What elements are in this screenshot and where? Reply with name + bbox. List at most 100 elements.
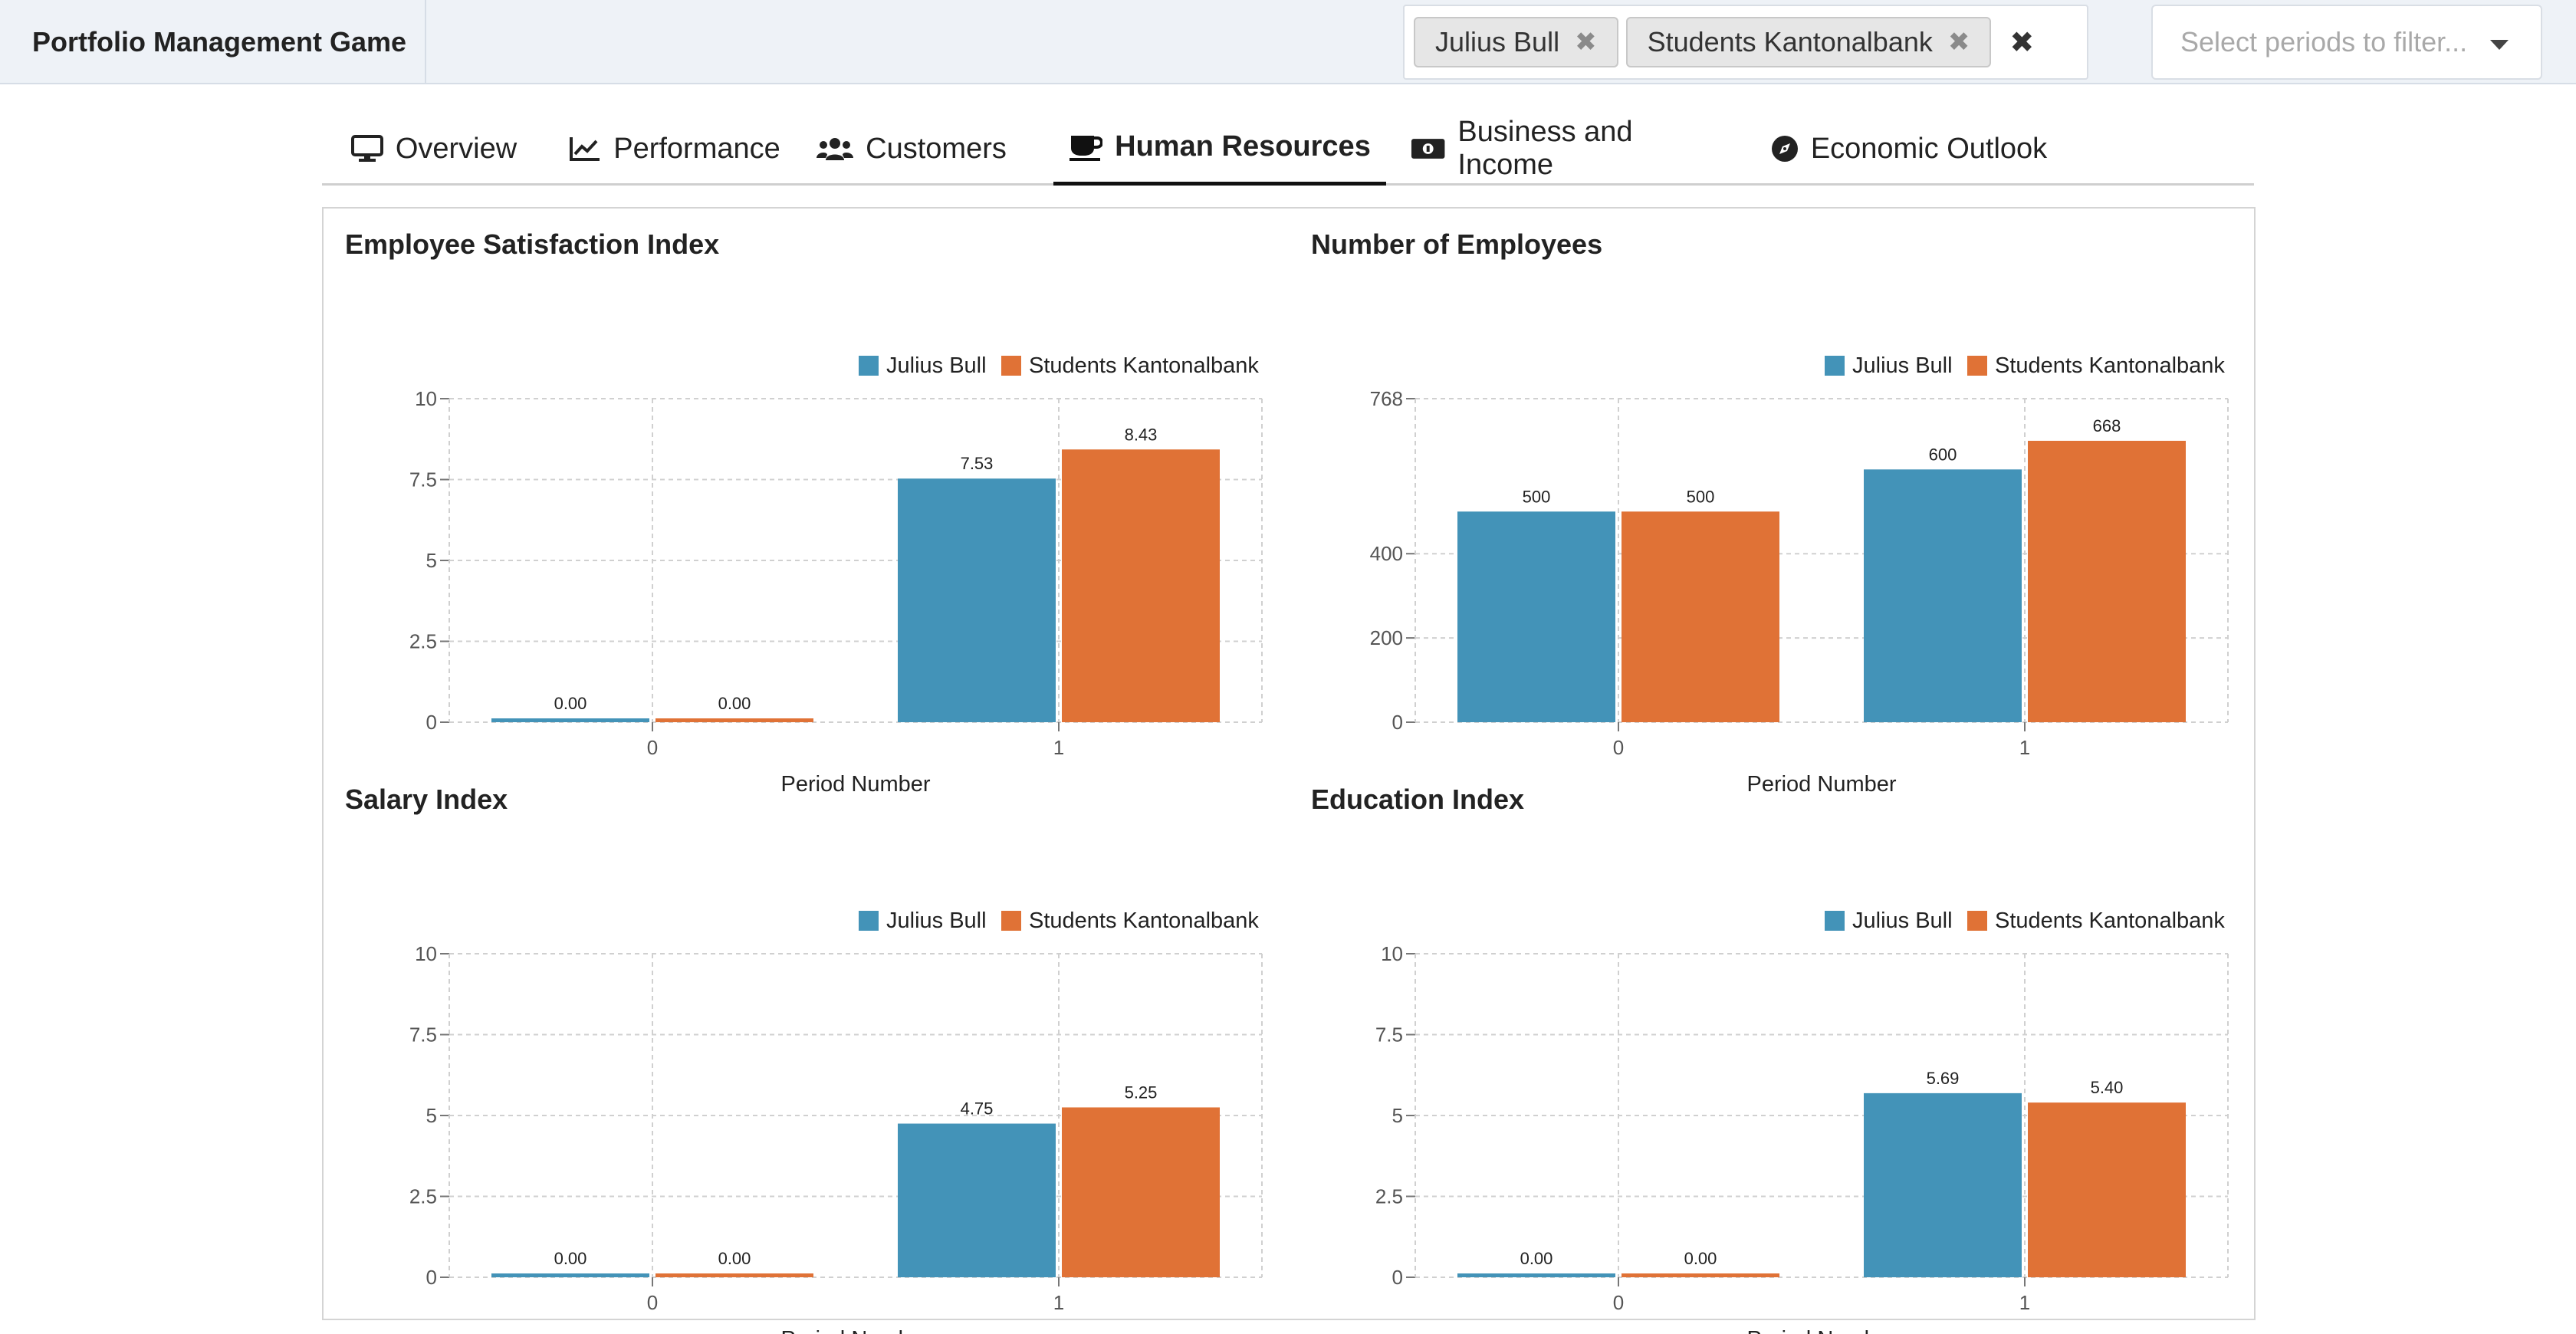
times-icon[interactable]: ✖ bbox=[1947, 28, 1970, 57]
bar bbox=[2028, 1102, 2186, 1277]
bar bbox=[491, 1273, 649, 1277]
app-title: Portfolio Management Game bbox=[0, 0, 426, 84]
team-tag-label: Students Kantonalbank bbox=[1647, 26, 1933, 58]
x-tick-label: 0 bbox=[1613, 736, 1624, 759]
number-of-employees-chart: 0 200 400 768 0 500 500 1 600 668 Period Number Jul… bbox=[1370, 353, 2229, 797]
x-tick-label: 1 bbox=[1053, 736, 1064, 759]
top-bar: Portfolio Management Game Julius Bull ✖ … bbox=[0, 0, 2576, 84]
tab-label: Overview bbox=[395, 132, 518, 165]
bar bbox=[1864, 469, 2022, 722]
tab-bar: Overview Performance Customers Human Res… bbox=[322, 112, 2254, 186]
bar bbox=[1622, 1273, 1779, 1277]
bar bbox=[1457, 511, 1615, 722]
data-label: 7.53 bbox=[961, 454, 994, 473]
y-tick-label: 10 bbox=[415, 387, 437, 410]
y-tick-label: 400 bbox=[1370, 542, 1403, 565]
legend-label: Students Kantonalbank bbox=[1029, 353, 1259, 378]
legend-swatch bbox=[1001, 911, 1021, 931]
y-tick-label: 768 bbox=[1370, 387, 1403, 410]
chart-title-salary-index: Salary Index bbox=[345, 784, 508, 815]
data-label: 500 bbox=[1523, 487, 1551, 506]
legend-swatch bbox=[859, 356, 879, 376]
employee-satisfaction-chart: 0 2.5 5 7.5 10 0 0.00 0.00 1 7.53 8.43 Period Numbe… bbox=[409, 353, 1263, 797]
desktop-icon bbox=[350, 135, 383, 162]
y-tick-label: 200 bbox=[1370, 626, 1403, 649]
tab-label: Economic Outlook bbox=[1810, 132, 2048, 165]
period-filter-placeholder: Select periods to filter... bbox=[2180, 26, 2468, 58]
tab-label: Human Resources bbox=[1115, 130, 1371, 163]
tab-human-resources[interactable]: Human Resources bbox=[1053, 112, 1386, 186]
bar bbox=[1457, 1273, 1615, 1277]
data-label: 5.69 bbox=[1927, 1069, 1960, 1088]
y-tick-label: 5 bbox=[426, 1104, 437, 1127]
data-label: 5.25 bbox=[1125, 1083, 1158, 1102]
compass-icon bbox=[1771, 136, 1798, 162]
y-tick-label: 7.5 bbox=[409, 468, 437, 491]
data-label: 668 bbox=[2093, 416, 2121, 435]
x-tick-label: 0 bbox=[1613, 1291, 1624, 1314]
bar bbox=[1622, 511, 1779, 722]
bar bbox=[656, 718, 813, 722]
tab-economic-outlook[interactable]: Economic Outlook bbox=[1763, 112, 2055, 186]
y-tick-label: 10 bbox=[415, 942, 437, 965]
y-tick-label: 7.5 bbox=[1375, 1024, 1403, 1046]
bar bbox=[1062, 1107, 1220, 1277]
y-tick-label: 0 bbox=[1392, 711, 1403, 734]
tab-overview[interactable]: Overview bbox=[322, 112, 546, 186]
data-label: 8.43 bbox=[1125, 425, 1158, 444]
y-tick-label: 10 bbox=[1381, 942, 1403, 965]
y-tick-label: 5 bbox=[1392, 1104, 1403, 1127]
x-axis-title: Period Number bbox=[1746, 1327, 1896, 1334]
x-axis-title: Period Number bbox=[780, 1327, 930, 1334]
legend-swatch bbox=[859, 911, 879, 931]
tab-label: Performance bbox=[613, 132, 780, 165]
tab-label: Customers bbox=[866, 132, 1007, 165]
x-tick-label: 0 bbox=[647, 1291, 658, 1314]
tab-customers[interactable]: Customers bbox=[803, 112, 1020, 186]
legend-swatch bbox=[1825, 911, 1845, 931]
data-label: 600 bbox=[1929, 445, 1957, 464]
coffee-icon bbox=[1070, 135, 1103, 161]
chart-title-education-index: Education Index bbox=[1311, 784, 1525, 815]
chart-title-employee-satisfaction: Employee Satisfaction Index bbox=[345, 228, 720, 260]
legend-label: Julius Bull bbox=[886, 353, 987, 378]
period-filter-select[interactable]: Select periods to filter... bbox=[2151, 5, 2542, 80]
times-icon[interactable]: ✖ bbox=[1575, 28, 1597, 57]
data-label: 0.00 bbox=[1684, 1249, 1717, 1268]
bar bbox=[491, 718, 649, 722]
data-label: 0.00 bbox=[718, 1249, 751, 1268]
legend-label: Julius Bull bbox=[1852, 909, 1953, 933]
y-tick-label: 2.5 bbox=[1375, 1185, 1403, 1208]
data-label: 500 bbox=[1687, 487, 1715, 506]
bar bbox=[1062, 449, 1220, 722]
bar bbox=[2028, 440, 2186, 722]
clear-all-icon[interactable]: ✖ bbox=[2009, 26, 2035, 59]
legend-label: Students Kantonalbank bbox=[1995, 909, 2225, 933]
data-label: 0.00 bbox=[554, 1249, 587, 1268]
tab-business-and-income[interactable]: Business and Income bbox=[1411, 112, 1733, 186]
bar bbox=[656, 1273, 813, 1277]
data-label: 4.75 bbox=[961, 1099, 994, 1119]
y-tick-label: 5 bbox=[426, 549, 437, 572]
team-tag-julius-bull: Julius Bull ✖ bbox=[1414, 17, 1618, 67]
legend-swatch bbox=[1001, 356, 1021, 376]
tab-label: Business and Income bbox=[1457, 116, 1633, 181]
y-tick-label: 2.5 bbox=[409, 630, 437, 653]
x-axis-title: Period Number bbox=[1746, 772, 1896, 797]
x-axis-title: Period Number bbox=[780, 772, 930, 797]
data-label: 5.40 bbox=[2091, 1078, 2124, 1097]
chevron-down-icon[interactable] bbox=[2490, 40, 2509, 50]
data-label: 0.00 bbox=[1520, 1249, 1553, 1268]
y-tick-label: 0 bbox=[426, 1266, 437, 1289]
data-label: 0.00 bbox=[554, 694, 587, 713]
chart-title-number-of-employees: Number of Employees bbox=[1311, 228, 1603, 260]
legend-swatch bbox=[1825, 356, 1845, 376]
bar bbox=[898, 1123, 1056, 1277]
legend-label: Students Kantonalbank bbox=[1029, 909, 1259, 933]
legend-swatch bbox=[1967, 356, 1987, 376]
legend-swatch bbox=[1967, 911, 1987, 931]
tab-performance[interactable]: Performance bbox=[560, 112, 790, 186]
team-tag-students-kantonalbank: Students Kantonalbank ✖ bbox=[1625, 17, 1992, 67]
team-filter[interactable]: Julius Bull ✖ Students Kantonalbank ✖ ✖ bbox=[1403, 5, 2088, 80]
x-tick-label: 0 bbox=[647, 736, 658, 759]
